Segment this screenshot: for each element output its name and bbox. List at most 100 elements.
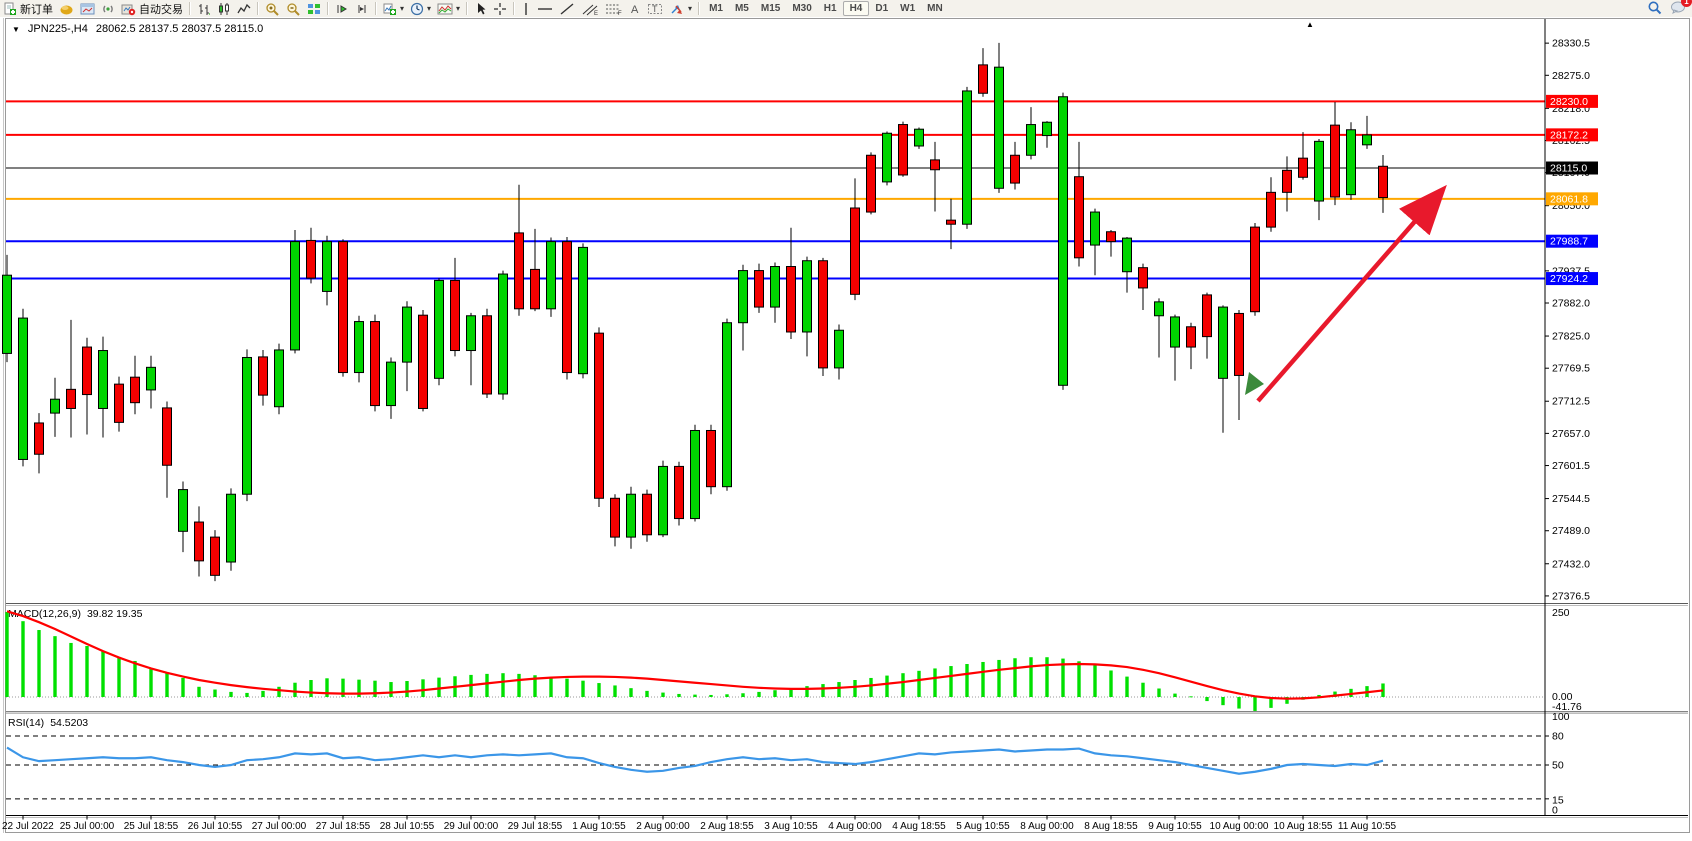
notification-badge: 1 [1681,0,1692,7]
macd-histogram-bar [21,621,25,697]
candle-body [594,332,604,499]
timeframe-m1-button[interactable]: M1 [709,3,723,14]
shapes-button[interactable]: ▾ [666,1,695,16]
horizontal-line-button[interactable] [534,1,556,16]
macd-histogram-bar [53,636,57,697]
timeframe-h4-button[interactable]: H4 [842,1,870,16]
candlestick-chart-button[interactable] [214,1,234,16]
notifications-button[interactable]: 1 [1670,0,1692,17]
macd-histogram-bar [1157,688,1161,697]
candle-body [466,315,476,352]
price-line-label: 28061.8 [1550,193,1588,205]
chart-shift-button[interactable] [352,1,372,16]
macd-histogram-bar [341,678,345,697]
price-line-label-box [1546,272,1598,286]
macd-histogram-bar [373,680,377,697]
time-tick-label: 29 Jul 18:55 [508,821,563,832]
auto-scroll-button[interactable] [332,1,352,16]
time-tick-label: 3 Aug 10:55 [764,821,818,832]
collapse-triangle-icon[interactable]: ▼ [12,24,20,34]
macd-histogram-bar [1093,665,1097,697]
time-tick-label: 22 Jul 2022 [2,821,54,832]
indicators-button[interactable]: ▾ [380,1,407,16]
chart-window-border [5,18,1690,833]
timeframe-m5-button[interactable]: M5 [734,3,749,14]
price-line-label: 28115.0 [1550,163,1587,175]
zoom-out-button[interactable] [283,1,304,16]
price-line-label: 28172.2 [1550,129,1588,141]
vertical-line-button[interactable] [518,1,534,16]
time-tick-label: 27 Jul 00:00 [252,821,307,832]
bar-chart-button[interactable] [194,1,214,16]
candle-body [1266,191,1276,228]
text-button[interactable]: A [626,1,644,16]
time-tick-label: 8 Aug 00:00 [1020,821,1074,832]
line-chart-button[interactable] [234,1,254,16]
equidistant-channel-button[interactable]: E [578,1,602,16]
macd-histogram-bar [1189,696,1193,698]
search-button[interactable] [1647,0,1662,18]
candle-body [162,407,172,466]
fibonacci-button[interactable]: F [602,1,626,16]
symbol-info[interactable]: ▼ JPN225-,H4 28062.5 28137.5 28037.5 281… [12,23,263,35]
timeframe-m15-button[interactable]: M15 [760,3,781,14]
auto-trading-icon [121,2,136,16]
price-tick-label: 27376.5 [1552,590,1590,602]
candle-body [1010,154,1020,184]
timeframe-h1-button[interactable]: H1 [823,3,837,14]
toolbar-separator [257,2,259,15]
time-tick-label: 8 Aug 18:55 [1084,821,1138,832]
mql-community-button[interactable] [56,1,77,16]
macd-histogram-bar [741,693,745,697]
crosshair-button[interactable] [490,1,510,16]
candle-body [1282,169,1292,193]
zoom-in-button[interactable] [262,1,283,16]
macd-histogram-bar [1381,683,1385,697]
candle-body [978,64,988,94]
timeframe-d1-button[interactable]: D1 [875,3,889,14]
time-tick-label: 29 Jul 00:00 [444,821,499,832]
macd-histogram-bar [1205,697,1209,702]
crosshair-icon [493,2,507,16]
text-label-button[interactable]: T [644,1,666,16]
indicators-caret-icon: ▾ [400,3,405,13]
chart-canvas[interactable]: 28330.528275.028218.028162.528107.028050… [0,17,1692,841]
time-tick-label: 11 Aug 10:55 [1338,821,1397,832]
macd-histogram-bar [805,686,809,697]
macd-histogram-bar [1221,697,1225,706]
templates-button[interactable]: ▾ [434,1,463,16]
timeframe-m30-button[interactable]: M30 [792,3,812,14]
periods-button[interactable]: ▾ [407,1,434,16]
rsi-axis-label: 0 [1552,805,1558,817]
price-line-label: 28230.0 [1550,96,1588,108]
timeframe-w1-button[interactable]: W1 [900,3,916,14]
auto-trading-button[interactable]: 自动交易 [118,1,186,16]
candle-body [1314,140,1324,202]
signals-button[interactable] [98,1,118,16]
macd-histogram-bar [437,677,441,697]
candle-body [418,314,428,409]
macd-histogram-bar [293,682,297,697]
rsi-line [6,746,1384,775]
macd-histogram-bar [277,686,281,697]
periods-clock-icon [410,2,424,16]
time-tick-label: 1 Aug 10:55 [572,821,626,832]
cursor-button[interactable] [471,1,490,16]
timeframe-mn-button[interactable]: MN [927,3,943,14]
time-tick-label: 4 Aug 00:00 [828,821,882,832]
rsi-axis-label: 15 [1552,795,1564,807]
chart-window-button[interactable] [77,1,98,16]
candle-body [802,260,812,333]
macd-histogram-bar [1253,697,1257,711]
candle-body [290,241,300,351]
candle-body [338,241,348,374]
new-order-button[interactable]: 新订单 [0,1,56,16]
templates-icon [437,2,453,16]
mql-community-icon [59,2,74,16]
macd-histogram-bar [117,657,121,697]
trendline-button[interactable] [556,1,578,16]
tile-windows-button[interactable] [304,1,324,16]
macd-histogram-bar [1109,670,1113,697]
candle-body [514,232,524,310]
candle-body [706,429,716,488]
